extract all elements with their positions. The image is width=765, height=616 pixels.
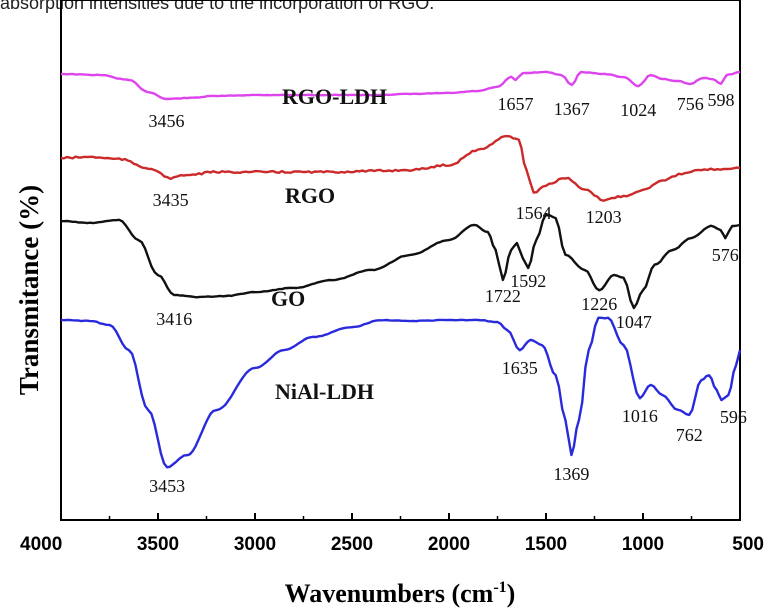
peak-label-nial-ldh-762: 762 bbox=[676, 425, 703, 445]
x-tick-label-1000: 1000 bbox=[622, 534, 664, 555]
peak-label-rgo-1203: 1203 bbox=[586, 207, 622, 227]
x-tick-label-3000: 3000 bbox=[234, 534, 276, 555]
peak-label-go-3416: 3416 bbox=[156, 309, 192, 329]
peak-label-nial-ldh-1635: 1635 bbox=[502, 358, 538, 378]
peak-label-nial-ldh-596: 596 bbox=[720, 407, 747, 427]
peak-label-go-576: 576 bbox=[712, 245, 739, 265]
series-line-rgo-ldh bbox=[61, 70, 741, 101]
peak-label-go-1226: 1226 bbox=[581, 294, 617, 314]
x-axis-label-main: Wavenumbers (cm bbox=[285, 579, 494, 608]
peak-label-go-1592: 1592 bbox=[510, 271, 546, 291]
y-axis-label: Transmitance (%) bbox=[14, 185, 44, 395]
x-tick-label-2500: 2500 bbox=[331, 534, 373, 555]
peak-label-rgo-ldh-3456: 3456 bbox=[149, 111, 185, 131]
x-tick-label-4000: 4000 bbox=[20, 534, 62, 555]
x-axis: 4000 3500 3000 2500 2000 1500 1000 500 bbox=[20, 513, 764, 555]
series-line-go bbox=[60, 212, 741, 310]
peak-label-rgo-ldh-1657: 1657 bbox=[498, 94, 534, 114]
peak-label-nial-ldh-1369: 1369 bbox=[553, 464, 589, 484]
peak-label-rgo-ldh-756: 756 bbox=[677, 94, 704, 114]
peak-label-rgo-ldh-598: 598 bbox=[708, 90, 735, 110]
series-name-rgo: RGO bbox=[285, 183, 335, 208]
plot-frame bbox=[60, 0, 741, 521]
peak-label-rgo-1564: 1564 bbox=[516, 203, 552, 223]
series-line-rgo bbox=[60, 134, 741, 202]
peak-label-nial-ldh-3453: 3453 bbox=[149, 476, 185, 496]
series-name-layer: RGO-LDH RGO GO NiAl-LDH bbox=[271, 84, 387, 404]
peak-label-layer: 3456 1657 1367 1024 756 598 3435 1564 1203 3416 17… bbox=[149, 90, 747, 496]
series-line-nial-ldh bbox=[60, 316, 742, 469]
x-axis-label-superscript: -1 bbox=[493, 579, 506, 596]
x-axis-label: Wavenumbers (cm-1) bbox=[285, 579, 516, 608]
series-name-go: GO bbox=[271, 286, 305, 311]
peak-label-rgo-ldh-1024: 1024 bbox=[620, 100, 656, 120]
peak-label-nial-ldh-1016: 1016 bbox=[622, 406, 658, 426]
peak-label-rgo-ldh-1367: 1367 bbox=[554, 99, 590, 119]
peak-label-go-1722: 1722 bbox=[485, 286, 521, 306]
series-name-rgo-ldh: RGO-LDH bbox=[282, 84, 387, 109]
x-tick-label-3500: 3500 bbox=[137, 534, 179, 555]
x-tick-label-500: 500 bbox=[732, 534, 764, 555]
peak-label-go-1047: 1047 bbox=[616, 312, 652, 332]
x-tick-label-1500: 1500 bbox=[525, 534, 567, 555]
figure-caption: absorption intensities due to the incorp… bbox=[0, 0, 435, 13]
series-layer bbox=[60, 70, 742, 469]
series-name-nial-ldh: NiAl-LDH bbox=[275, 379, 374, 404]
x-axis-label-end: ) bbox=[507, 579, 516, 608]
x-tick-label-2000: 2000 bbox=[428, 534, 470, 555]
peak-label-rgo-3435: 3435 bbox=[153, 190, 189, 210]
